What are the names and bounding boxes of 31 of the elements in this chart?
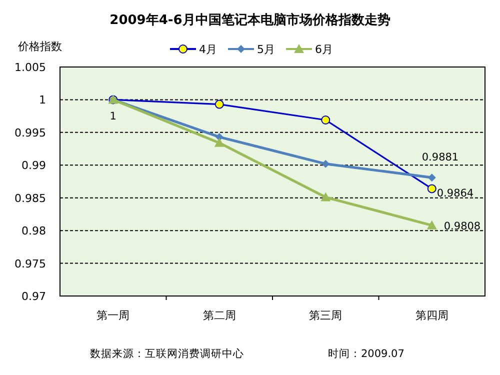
y-tick-label: 1 bbox=[39, 94, 46, 107]
y-tick-label: 0.975 bbox=[14, 257, 46, 270]
y-tick-label: 0.97 bbox=[22, 290, 46, 303]
x-tick-label: 第四周 bbox=[415, 309, 448, 322]
point bbox=[428, 174, 436, 182]
data-label: 0.9864 bbox=[436, 188, 474, 200]
point bbox=[322, 160, 330, 168]
x-tick-label: 第一周 bbox=[96, 309, 130, 322]
data-label: 0.9881 bbox=[422, 152, 459, 164]
point bbox=[214, 138, 224, 147]
point bbox=[320, 192, 331, 202]
y-tick-label: 0.99 bbox=[22, 159, 46, 172]
y-tick-label: 0.98 bbox=[22, 224, 46, 238]
data-label: 0.9808 bbox=[444, 220, 481, 232]
source-note: 数据来源：互联网消费调研中心 bbox=[90, 347, 244, 360]
y-tick-label: 0.995 bbox=[14, 126, 46, 140]
point bbox=[426, 220, 437, 230]
y-axis-title: 价格指数 bbox=[17, 40, 62, 53]
legend-label: 6月 bbox=[315, 43, 333, 56]
point bbox=[427, 184, 436, 194]
data-label: 1 bbox=[110, 110, 116, 123]
point bbox=[321, 115, 330, 124]
legend-label: 4月 bbox=[199, 43, 217, 56]
y-tick-label: 1.005 bbox=[14, 61, 46, 74]
x-tick-label: 第三周 bbox=[309, 309, 342, 322]
legend-label: 5月 bbox=[257, 43, 275, 56]
x-tick-label: 第二周 bbox=[202, 309, 236, 322]
y-tick-label: 0.985 bbox=[14, 192, 46, 205]
point bbox=[214, 100, 224, 109]
text: 时间：2009.07 bbox=[328, 347, 404, 360]
chart-title: 2009年4-6月中国笔记本电脑市场价格指数走势 bbox=[110, 12, 390, 28]
